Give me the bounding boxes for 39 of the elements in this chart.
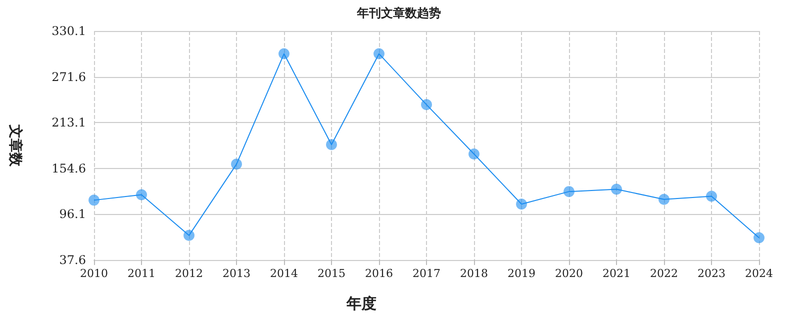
x-tick-label: 2010: [80, 267, 108, 280]
y-axis-title: 文章数: [7, 124, 24, 168]
x-tick-label: 2021: [602, 267, 630, 280]
point: [421, 99, 432, 110]
x-tick-label: 2024: [745, 267, 773, 280]
point: [516, 198, 527, 210]
point: [374, 48, 384, 60]
point: [88, 194, 100, 206]
point: [184, 230, 194, 241]
chart-title: 年刊文章数趋势: [356, 6, 441, 20]
x-axis-title: 年度: [346, 294, 376, 312]
x-tick-label: 2011: [128, 267, 156, 280]
point: [564, 186, 574, 198]
point: [706, 190, 717, 202]
x-tick-label: 2012: [175, 267, 203, 280]
y-tick-label: 271.6: [52, 70, 86, 84]
y-tick-label: 330.1: [52, 24, 86, 38]
x-tick-label: 2013: [222, 267, 250, 280]
x-tick-label: 2023: [698, 267, 726, 280]
x-tick-label: 2019: [508, 267, 536, 280]
x-tick-label: 2018: [460, 267, 488, 280]
point: [278, 48, 290, 60]
y-tick-label: 37.6: [59, 253, 86, 267]
y-tick-label: 213.1: [52, 116, 86, 130]
x-tick-label: 2020: [555, 267, 583, 280]
x-tick-label: 2017: [412, 267, 440, 280]
point: [326, 139, 337, 150]
y-tick-label: 154.6: [52, 161, 86, 176]
x-tick-label: 2016: [365, 267, 393, 280]
point: [611, 184, 622, 195]
point: [231, 158, 242, 170]
point: [468, 148, 480, 160]
point: [136, 189, 147, 200]
x-tick-label: 2014: [270, 267, 298, 280]
x-tick-label: 2022: [650, 267, 678, 280]
point: [658, 194, 670, 205]
point: [754, 232, 764, 244]
x-tick-label: 2015: [318, 267, 346, 280]
y-tick-label: 96.1: [59, 207, 86, 222]
